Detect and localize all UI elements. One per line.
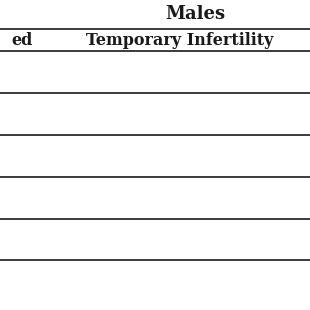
Text: ed: ed xyxy=(11,32,32,49)
Text: Males: Males xyxy=(165,5,225,23)
Text: Temporary Infertility: Temporary Infertility xyxy=(86,32,273,49)
